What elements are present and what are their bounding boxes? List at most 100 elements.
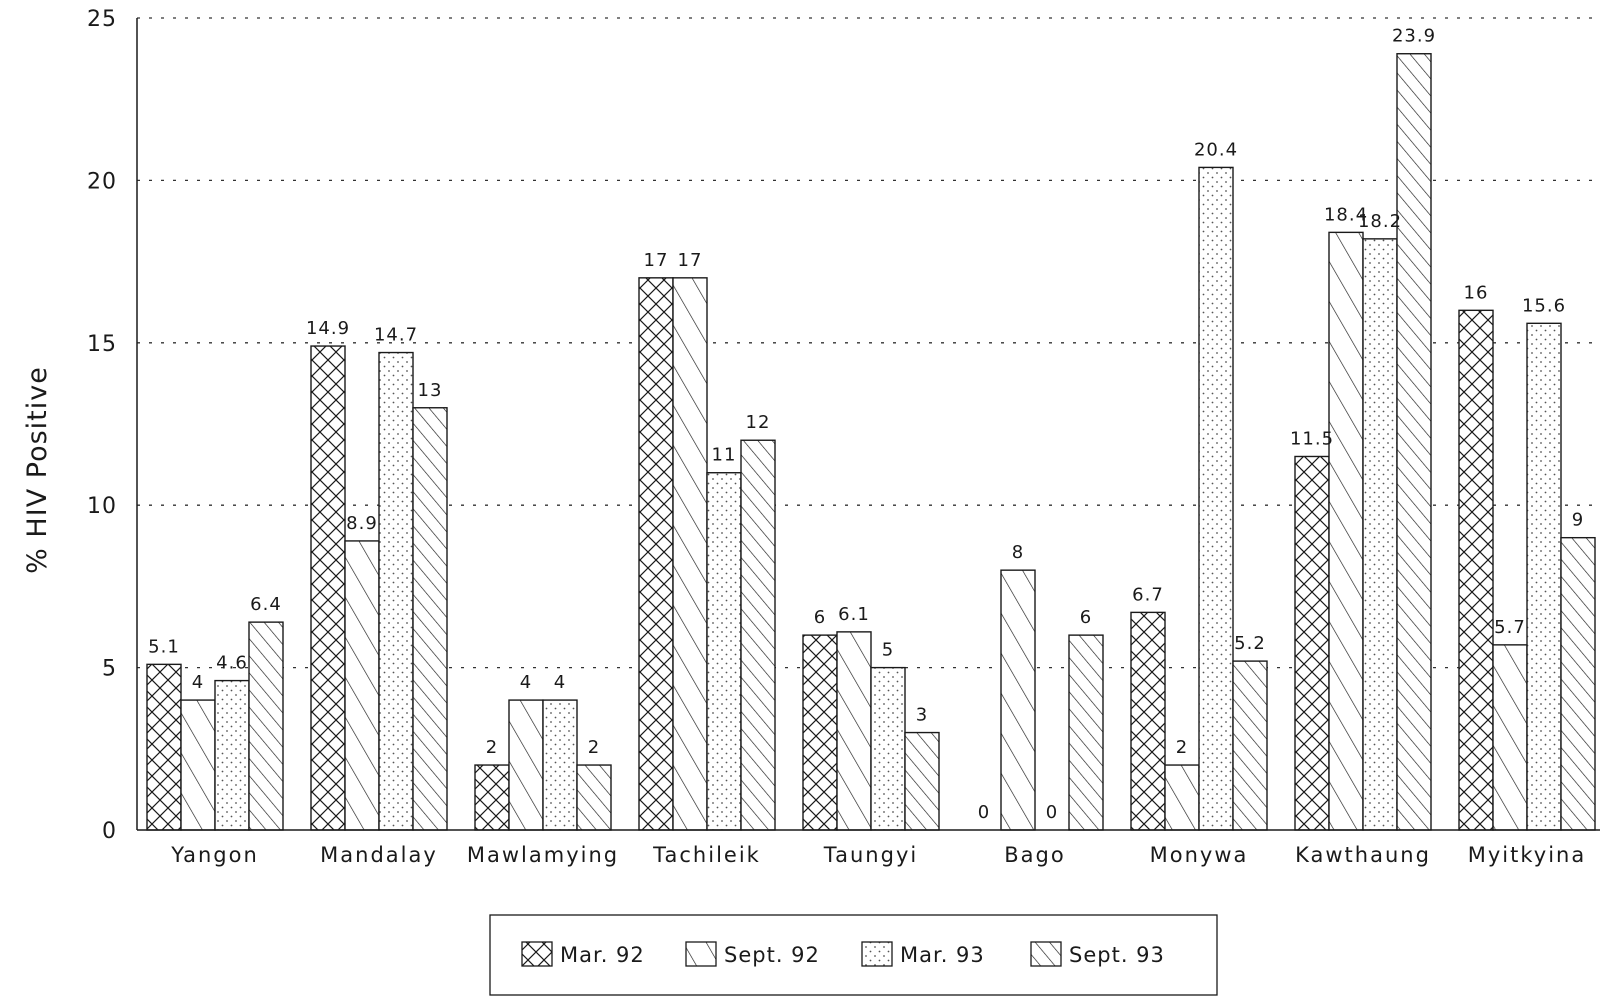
y-tick-label: 10 [87, 494, 117, 519]
bar [214, 679, 250, 831]
data-label: 2 [588, 737, 600, 758]
bar [1294, 455, 1330, 831]
category-label: Monywa [1150, 843, 1249, 867]
data-label: 6.1 [838, 604, 870, 625]
bar [638, 277, 674, 831]
data-label: 2 [486, 737, 498, 758]
legend: Mar. 92 Sept. 92 Mar. 93 Sept. 93 [489, 914, 1218, 996]
data-label: 11 [712, 445, 737, 466]
y-tick-label: 5 [102, 657, 117, 682]
bar [146, 663, 182, 831]
data-label: 6.4 [250, 594, 282, 615]
category-label: Mandalay [320, 843, 438, 867]
data-label: 4.6 [216, 653, 248, 674]
bar [904, 731, 940, 831]
data-label: 6.7 [1132, 584, 1164, 605]
data-label: 12 [746, 412, 771, 433]
y-tick-label: 15 [87, 332, 117, 357]
legend-box [489, 914, 1218, 996]
bar [378, 351, 414, 831]
legend-label: Sept. 93 [1069, 943, 1165, 967]
bar [508, 699, 544, 831]
y-axis-label: % HIV Positive [22, 366, 53, 574]
data-label: 0 [1046, 802, 1058, 823]
data-label: 13 [418, 380, 443, 401]
legend-swatch [861, 941, 893, 967]
bar [1458, 309, 1494, 831]
data-label: 6 [814, 607, 826, 628]
legend-swatch [1030, 941, 1062, 967]
category-label: Myitkyina [1468, 843, 1586, 867]
category-label: Kawthaung [1295, 843, 1431, 867]
data-label: 5.2 [1234, 633, 1266, 654]
data-labels: 5.1 4 4.6 6.4 14.9 8.9 14.7 13 2 4 4 2 17 17 11 12 6 6.1 5… [148, 26, 1584, 823]
legend-swatch [685, 941, 717, 967]
data-label: 15.6 [1522, 295, 1566, 316]
category-labels: Yangon Mandalay Mawlamying Tachileik Taungyi… [170, 843, 1586, 867]
bar [542, 699, 578, 831]
data-label: 5 [882, 640, 894, 661]
bar [1068, 634, 1104, 831]
data-label: 2 [1176, 737, 1188, 758]
bars [146, 53, 1596, 831]
data-label: 16 [1464, 282, 1489, 303]
data-label: 14.7 [374, 325, 418, 346]
y-tick-label: 0 [102, 819, 117, 844]
data-label: 0 [978, 802, 990, 823]
category-label: Mawlamying [467, 843, 619, 867]
data-label: 4 [520, 672, 532, 693]
bar [706, 472, 742, 831]
bar [412, 407, 448, 831]
data-label: 9 [1572, 510, 1584, 531]
data-label: 17 [644, 250, 669, 271]
bar [344, 540, 380, 831]
category-label: Bago [1004, 843, 1065, 867]
bar [1328, 231, 1364, 831]
bar [870, 666, 906, 831]
bar [836, 631, 872, 831]
legend-label: Sept. 92 [724, 943, 820, 967]
data-label: 18.4 [1324, 204, 1368, 225]
category-label: Taungyi [823, 843, 918, 867]
bar [1198, 166, 1234, 831]
bar [672, 277, 708, 831]
data-label: 14.9 [306, 318, 350, 339]
data-label: 4 [192, 672, 204, 693]
data-label: 6 [1080, 607, 1092, 628]
bar [1492, 644, 1528, 831]
category-label: Yangon [170, 843, 259, 867]
bar [1396, 53, 1432, 831]
bar [1130, 611, 1166, 831]
legend-label: Mar. 93 [900, 943, 985, 967]
data-label: 11.5 [1290, 428, 1334, 449]
bar [1560, 536, 1596, 831]
data-label: 5.1 [148, 636, 180, 657]
legend-swatch [521, 941, 553, 967]
bar [310, 345, 346, 831]
bar [740, 439, 776, 831]
bar [1164, 764, 1200, 831]
bar [1000, 569, 1036, 831]
data-label: 20.4 [1194, 139, 1238, 160]
data-label: 8.9 [346, 513, 378, 534]
bar [180, 699, 216, 831]
bar [248, 621, 284, 831]
y-tick-labels: 0 5 10 15 20 25 [87, 7, 117, 844]
data-label: 17 [678, 250, 703, 271]
y-tick-label: 20 [87, 169, 117, 194]
legend-label: Mar. 92 [560, 943, 645, 967]
data-label: 23.9 [1392, 26, 1436, 47]
data-label: 4 [554, 672, 566, 693]
data-label: 8 [1012, 542, 1024, 563]
bar [802, 634, 838, 831]
bar [474, 764, 510, 831]
category-label: Tachileik [652, 843, 761, 867]
bar [576, 764, 612, 831]
data-label: 18.2 [1358, 211, 1402, 232]
y-tick-label: 25 [87, 7, 117, 32]
bar [1526, 322, 1562, 831]
data-label: 5.7 [1494, 617, 1526, 638]
data-label: 3 [916, 705, 928, 726]
bar [1362, 238, 1398, 831]
